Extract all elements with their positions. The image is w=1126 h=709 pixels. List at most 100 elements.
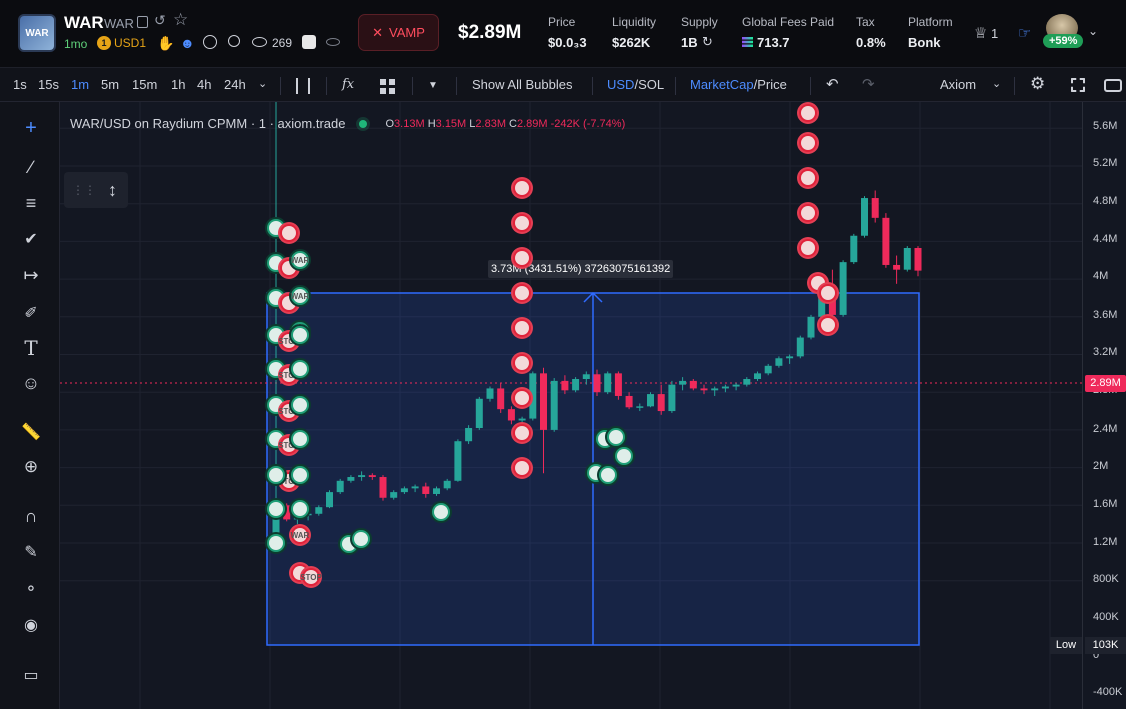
interval-15m[interactable]: 15m — [132, 77, 158, 92]
dropdown-chevron-icon[interactable]: ⌄ — [992, 78, 1002, 90]
candle-up[interactable] — [839, 262, 847, 315]
candle-down[interactable] — [914, 247, 922, 271]
sell-bubble[interactable] — [278, 222, 300, 244]
sell-bubble[interactable] — [511, 317, 533, 339]
candle-up[interactable] — [647, 394, 654, 407]
layout-dropdown-icon[interactable]: ▼ — [428, 80, 438, 91]
interval-4h[interactable]: 4h — [197, 77, 212, 92]
interval-24h[interactable]: 24h — [224, 77, 246, 92]
candle-up[interactable] — [518, 418, 526, 421]
camera-icon[interactable] — [1104, 79, 1122, 92]
trash-icon[interactable]: ▭ — [23, 667, 39, 684]
buy-bubble[interactable] — [613, 445, 635, 467]
candle-down[interactable] — [871, 198, 879, 218]
candle-up[interactable] — [743, 379, 751, 385]
buy-bubble[interactable] — [289, 324, 311, 346]
interval-1m[interactable]: 1m — [71, 77, 90, 92]
candle-down[interactable] — [561, 380, 569, 391]
fullscreen-icon[interactable] — [1071, 78, 1085, 92]
candle-down[interactable] — [614, 373, 622, 396]
sell-bubble[interactable] — [797, 132, 819, 154]
war-bubble[interactable]: WAR — [289, 249, 311, 271]
candle-down[interactable] — [593, 374, 601, 393]
layout-grid-icon[interactable] — [380, 79, 395, 94]
brush-icon[interactable]: ✐ — [24, 305, 38, 322]
candle-type-icon[interactable] — [296, 78, 310, 94]
crosshair-icon[interactable]: + — [25, 116, 37, 139]
buy-bubble[interactable] — [265, 464, 287, 486]
candle-up[interactable] — [572, 379, 580, 391]
buy-bubble[interactable] — [289, 464, 311, 486]
candle-up[interactable] — [754, 373, 761, 380]
candle-up[interactable] — [454, 441, 462, 481]
megaphone-icon[interactable]: ☞ — [1018, 25, 1032, 42]
search-icon[interactable] — [228, 35, 240, 47]
sell-bubble[interactable] — [511, 422, 533, 444]
candle-up[interactable] — [550, 380, 558, 430]
candle-up[interactable] — [636, 406, 644, 408]
lock-drawing-icon[interactable]: ✎ — [24, 544, 38, 561]
candle-up[interactable] — [861, 198, 868, 236]
candle-up[interactable] — [336, 480, 344, 493]
candle-down[interactable] — [657, 394, 665, 412]
candle-up[interactable] — [443, 480, 451, 489]
candle-up[interactable] — [582, 374, 590, 380]
range-tool-icon[interactable]: ↕ — [108, 179, 117, 200]
candle-up[interactable] — [390, 492, 398, 498]
sell-bubble[interactable] — [797, 167, 819, 189]
mode-toggle[interactable]: MarketCap/Price — [690, 77, 787, 92]
candle-up[interactable] — [711, 388, 719, 391]
candle-up[interactable] — [486, 388, 494, 399]
text-tool-icon[interactable]: T — [24, 336, 38, 360]
sell-bubble[interactable] — [511, 212, 533, 234]
candle-up[interactable] — [358, 475, 366, 478]
candle-down[interactable] — [368, 475, 376, 478]
candle-up[interactable] — [315, 507, 323, 514]
show-all-bubbles-button[interactable]: Show All Bubbles — [472, 77, 573, 92]
candle-up[interactable] — [850, 235, 858, 263]
chevron-down-icon[interactable]: ⌄ — [1088, 24, 1099, 38]
magnet-icon[interactable]: ∩ — [24, 505, 38, 526]
ruler-icon[interactable]: 📏 — [21, 424, 41, 441]
sell-bubble[interactable] — [511, 247, 533, 269]
pattern-icon[interactable]: ✔ — [24, 231, 38, 248]
candle-down[interactable] — [497, 388, 505, 410]
buy-bubble[interactable] — [265, 532, 287, 554]
candle-up[interactable] — [732, 384, 740, 387]
sell-bubble[interactable] — [511, 387, 533, 409]
trend-line-icon[interactable]: ∕ — [29, 156, 33, 177]
sell-bubble[interactable] — [511, 457, 533, 479]
redo-icon[interactable]: ↷ — [862, 76, 875, 93]
indicators-icon[interactable]: fx — [342, 77, 355, 92]
candle-down[interactable] — [625, 395, 633, 408]
share-icon[interactable]: ↺ — [154, 12, 166, 28]
buy-bubble[interactable] — [597, 464, 619, 486]
buy-bubble[interactable] — [265, 498, 287, 520]
sell-bubble[interactable] — [797, 102, 819, 124]
interval-5m[interactable]: 5m — [101, 77, 120, 92]
candle-up[interactable] — [903, 247, 911, 270]
vamp-button[interactable]: ✕ VAMP — [358, 14, 439, 51]
horizontal-lines-icon[interactable]: ≡ — [25, 192, 37, 213]
candle-down[interactable] — [882, 217, 890, 265]
candlestick-chart[interactable] — [60, 102, 1082, 709]
sell-bubble[interactable] — [511, 352, 533, 374]
candle-up[interactable] — [411, 486, 419, 489]
candle-up[interactable] — [818, 296, 826, 317]
candle-up[interactable] — [604, 373, 612, 393]
sell-bubble[interactable] — [817, 314, 839, 336]
candle-up[interactable] — [347, 477, 355, 481]
candle-up[interactable] — [786, 356, 794, 359]
refresh-icon[interactable]: ↻ — [702, 34, 713, 49]
emoji-icon[interactable]: ☺ — [21, 372, 41, 393]
star-icon[interactable]: ☆ — [173, 10, 189, 29]
candle-up[interactable] — [796, 337, 804, 357]
candle-down[interactable] — [893, 264, 901, 270]
candle-up[interactable] — [679, 380, 687, 385]
stop-bubble[interactable]: STOP — [300, 566, 322, 588]
price-axis[interactable]: 5.6M 5.2M 4.8M 4.4M 4M 3.6M 3.2M 2.8M 2.… — [1082, 102, 1126, 709]
candle-up[interactable] — [475, 398, 483, 429]
candle-up[interactable] — [400, 488, 408, 493]
sell-bubble[interactable] — [511, 282, 533, 304]
candle-up[interactable] — [721, 386, 729, 389]
